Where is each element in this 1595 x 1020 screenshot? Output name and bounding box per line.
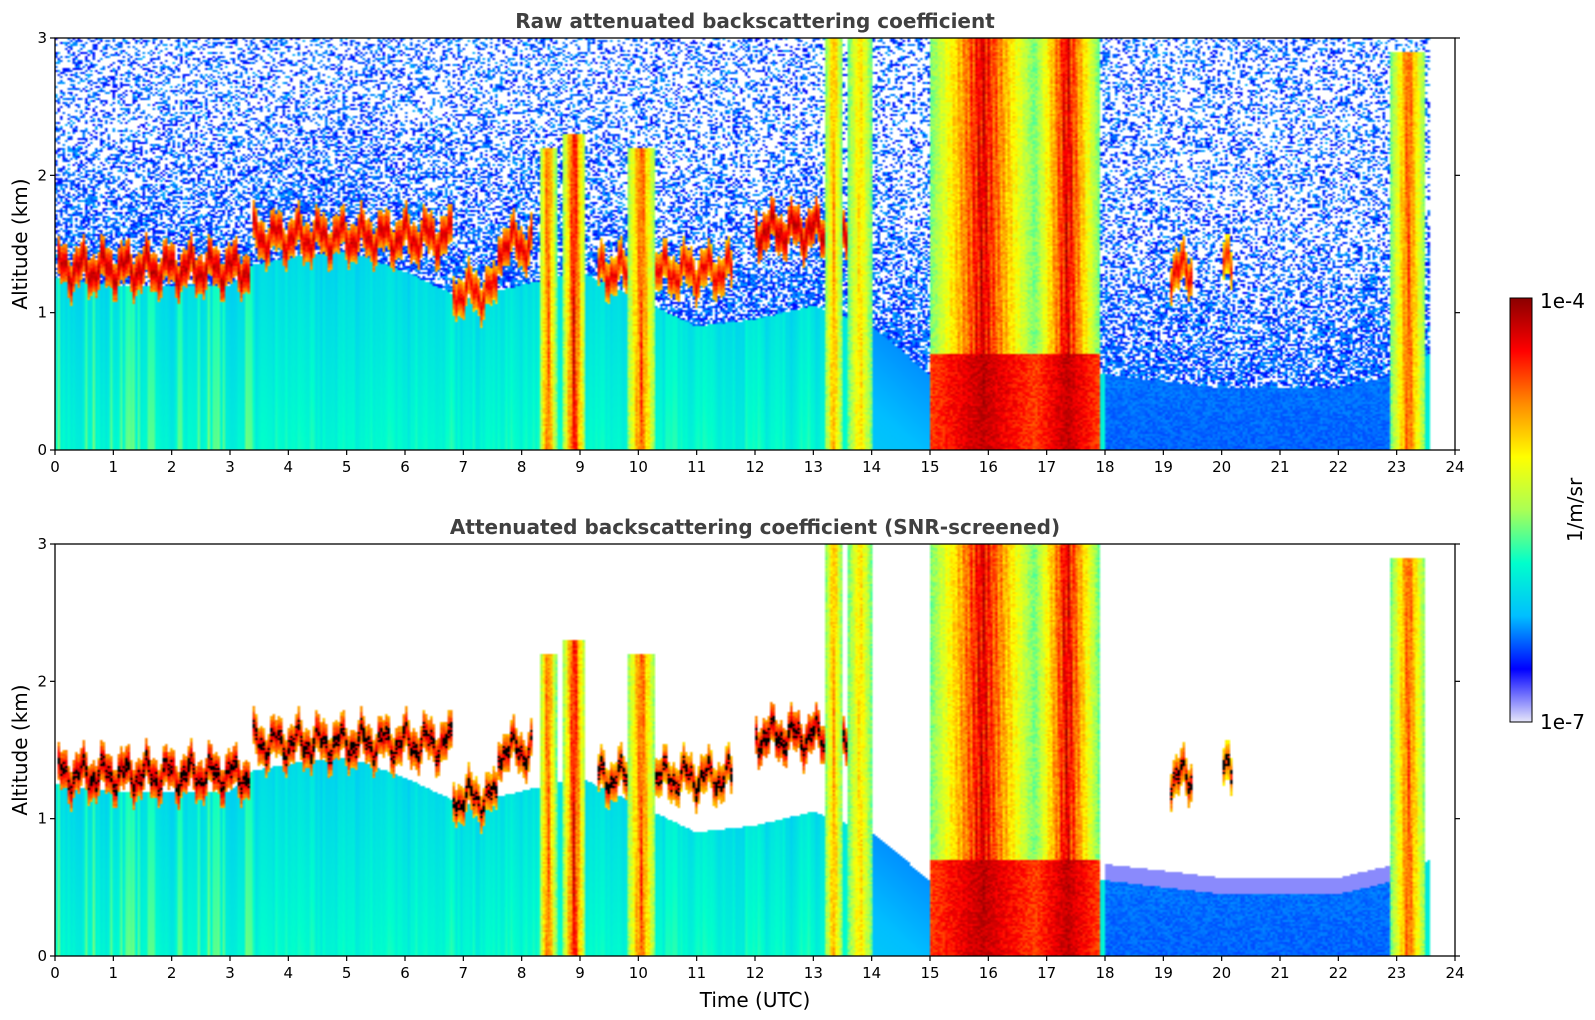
x-tick-label: 0 (50, 964, 60, 982)
chart-title-screened: Attenuated backscattering coefficient (S… (450, 515, 1060, 539)
x-tick-label: 7 (459, 964, 469, 982)
colorbar-gradient (1509, 297, 1533, 723)
y-tick-label: 3 (37, 535, 47, 553)
x-tick-label: 6 (400, 964, 410, 982)
y-tick-label: 2 (37, 166, 47, 184)
x-tick-label: 5 (342, 458, 352, 476)
colorbar: 1e-4 1e-7 1/m/sr (1509, 289, 1587, 734)
colorbar-max-label: 1e-4 (1540, 289, 1585, 313)
x-tick-label: 20 (1212, 964, 1231, 982)
heatmap-screened (55, 544, 1455, 956)
x-tick-label: 23 (1387, 964, 1406, 982)
y-tick-label: 1 (37, 304, 47, 322)
x-tick-label: 9 (575, 964, 585, 982)
x-tick-label: 3 (225, 458, 235, 476)
x-tick-label: 1 (109, 458, 119, 476)
x-tick-label: 10 (629, 458, 648, 476)
y-tick-label: 0 (37, 441, 47, 459)
x-tick-label: 11 (687, 458, 706, 476)
x-tick-label: 22 (1329, 458, 1348, 476)
y-tick-label: 0 (37, 947, 47, 965)
x-tick-label: 12 (745, 964, 764, 982)
heatmap-raw (55, 38, 1455, 450)
y-tick-label: 3 (37, 29, 47, 47)
colorbar-unit-label: 1/m/sr (1563, 477, 1587, 542)
x-tick-label: 2 (167, 458, 177, 476)
panel-raw: Raw attenuated backscattering coefficien… (8, 9, 1465, 476)
x-tick-label: 8 (517, 458, 527, 476)
x-tick-label: 23 (1387, 458, 1406, 476)
x-tick-label: 10 (629, 964, 648, 982)
x-tick-label: 14 (862, 964, 881, 982)
x-tick-label: 16 (979, 964, 998, 982)
x-tick-label: 24 (1445, 964, 1464, 982)
x-tick-label: 24 (1445, 458, 1464, 476)
x-tick-label: 12 (745, 458, 764, 476)
x-tick-label: 18 (1095, 458, 1114, 476)
x-tick-label: 6 (400, 458, 410, 476)
x-tick-label: 13 (804, 458, 823, 476)
colorbar-min-label: 1e-7 (1540, 710, 1585, 734)
x-tick-label: 4 (284, 964, 294, 982)
x-tick-label: 20 (1212, 458, 1231, 476)
y-axis-label-screened: Altitude (km) (8, 684, 32, 815)
x-tick-label: 21 (1270, 458, 1289, 476)
x-tick-label: 21 (1270, 964, 1289, 982)
x-axis-raw: 0 1 2 3 4 5 6 7 8 9 10 11 12 13 14 15 16 17 18 19 20 21 22 23 24 (50, 450, 1465, 476)
y-tick-label: 2 (37, 672, 47, 690)
x-tick-label: 19 (1154, 458, 1173, 476)
panel-screened: Attenuated backscattering coefficient (S… (8, 515, 1465, 1012)
y-axis-label-raw: Altitude (km) (8, 178, 32, 309)
x-tick-label: 15 (920, 458, 939, 476)
x-tick-label: 13 (804, 964, 823, 982)
x-tick-label: 4 (284, 458, 294, 476)
x-tick-label: 0 (50, 458, 60, 476)
x-tick-label: 3 (225, 964, 235, 982)
x-tick-label: 16 (979, 458, 998, 476)
x-tick-label: 1 (109, 964, 119, 982)
x-tick-label: 9 (575, 458, 585, 476)
x-axis-screened: 0 1 2 3 4 5 6 7 8 9 10 11 12 13 14 15 16 17 18 19 20 21 22 23 24 (50, 956, 1465, 982)
x-tick-label: 11 (687, 964, 706, 982)
x-tick-label: 17 (1037, 458, 1056, 476)
x-tick-label: 19 (1154, 964, 1173, 982)
x-tick-label: 14 (862, 458, 881, 476)
x-tick-label: 17 (1037, 964, 1056, 982)
x-axis-label: Time (UTC) (699, 988, 811, 1012)
x-tick-label: 8 (517, 964, 527, 982)
x-tick-label: 22 (1329, 964, 1348, 982)
x-tick-label: 18 (1095, 964, 1114, 982)
y-tick-label: 1 (37, 810, 47, 828)
x-tick-label: 5 (342, 964, 352, 982)
chart-title-raw: Raw attenuated backscattering coefficien… (515, 9, 995, 33)
x-tick-label: 15 (920, 964, 939, 982)
x-tick-label: 2 (167, 964, 177, 982)
y-axis-raw: 0 1 2 3 (37, 29, 1460, 459)
x-tick-label: 7 (459, 458, 469, 476)
y-axis-screened: 0 1 2 3 (37, 535, 1460, 965)
